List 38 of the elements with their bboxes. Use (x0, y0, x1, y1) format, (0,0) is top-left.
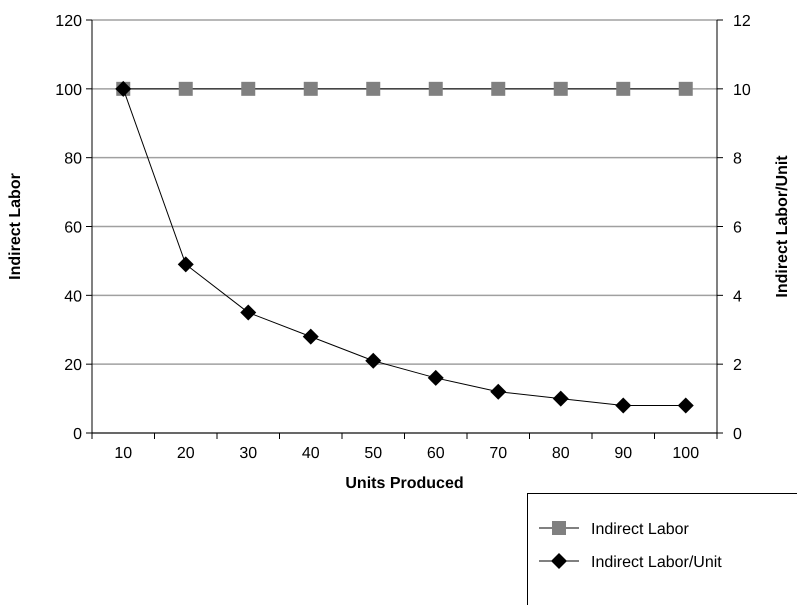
point (678, 397, 694, 414)
y-tick-label: 60 (64, 220, 82, 236)
x-tick-label: 90 (614, 445, 632, 462)
x-tick-label: 60 (426, 445, 445, 462)
x-tick-label: 100 (672, 445, 700, 462)
y2-tick-label: 12 (733, 13, 751, 30)
x-tick-label: 70 (489, 445, 508, 462)
y2-tick-label: 4 (733, 288, 742, 306)
y-axis-title: Indirect Labor (7, 173, 24, 280)
y-tick-label: 20 (64, 357, 82, 374)
point (428, 370, 444, 386)
point (490, 384, 506, 400)
point (178, 256, 194, 272)
x-tick-label: 20 (176, 445, 195, 462)
y-tick-label: 40 (64, 288, 82, 306)
x-tick-label: 30 (239, 445, 258, 462)
point (365, 352, 382, 369)
y2-tick-label: 2 (733, 357, 742, 374)
y2-axis-title: Indirect Labor/Unit (774, 154, 791, 298)
x-tick-label: 40 (302, 445, 320, 462)
legend-label: Indirect Labor (591, 521, 690, 538)
y2-tick-label: 10 (733, 82, 751, 99)
point (552, 390, 569, 407)
y2-tick-label: 0 (733, 426, 742, 443)
point (302, 328, 319, 345)
y-tick-label: 120 (55, 13, 82, 30)
x-axis-title: Units Produced (345, 475, 464, 492)
y-tick-label: 0 (73, 426, 82, 443)
y2-tick-label: 8 (733, 150, 742, 168)
y-tick-label: 100 (55, 82, 82, 99)
x-tick-label: 10 (114, 445, 132, 462)
x-tick-label: 80 (552, 445, 570, 462)
legend-label: Indirect Labor/Unit (591, 554, 722, 571)
point (240, 304, 256, 321)
y2-tick-label: 6 (733, 220, 742, 236)
y-tick-label: 80 (64, 150, 82, 168)
x-tick-label: 50 (364, 445, 382, 462)
point (615, 397, 632, 414)
